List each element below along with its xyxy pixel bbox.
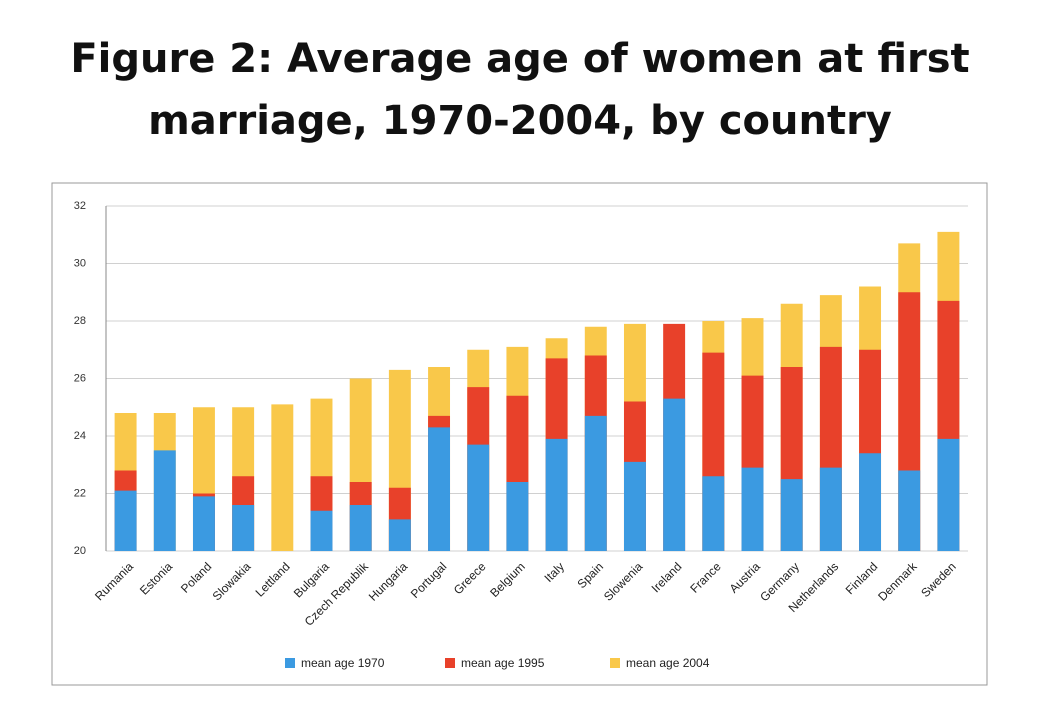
bar xyxy=(388,519,411,551)
x-tick-label: Portugal xyxy=(408,559,450,601)
y-tick-label: 24 xyxy=(74,430,86,442)
legend-label: mean age 1970 xyxy=(301,656,385,670)
x-tick-label: Hungaria xyxy=(366,559,411,604)
bar xyxy=(584,415,607,551)
legend-label: mean age 1995 xyxy=(461,656,545,670)
bar xyxy=(741,467,764,551)
bar xyxy=(623,461,646,551)
x-tick-label: Lettland xyxy=(253,559,293,599)
x-tick-label: Estonia xyxy=(137,559,175,597)
x-tick-label: Sweden xyxy=(918,559,959,600)
bar xyxy=(232,505,255,551)
y-tick-label: 28 xyxy=(74,315,86,327)
x-tick-label: Slowakia xyxy=(210,559,254,603)
y-tick-label: 26 xyxy=(74,372,86,384)
bar xyxy=(310,510,333,551)
bar xyxy=(545,438,568,551)
legend-swatch xyxy=(285,658,295,668)
x-tick-label: Rumania xyxy=(92,559,136,603)
bar xyxy=(780,479,803,551)
x-tick-label: Poland xyxy=(178,559,214,595)
x-tick-label: France xyxy=(687,559,724,596)
bar xyxy=(467,444,490,551)
y-tick-label: 32 xyxy=(74,200,86,212)
x-tick-label: Finland xyxy=(843,559,881,597)
y-tick-label: 20 xyxy=(74,545,86,557)
bar xyxy=(349,505,372,551)
x-tick-label: Belgium xyxy=(487,559,528,600)
bar xyxy=(428,427,451,551)
x-tick-label: Austria xyxy=(727,559,764,596)
bar xyxy=(937,438,960,551)
bar xyxy=(898,470,921,551)
bar xyxy=(114,490,137,551)
x-tick-label: Italy xyxy=(541,559,566,584)
bar xyxy=(702,476,725,551)
legend-swatch xyxy=(610,658,620,668)
x-tick-label: Slowenia xyxy=(601,559,646,604)
bar xyxy=(506,482,529,551)
bar xyxy=(153,450,176,551)
bar xyxy=(859,453,882,551)
y-tick-label: 30 xyxy=(74,257,86,269)
bar xyxy=(819,467,842,551)
legend-label: mean age 2004 xyxy=(626,656,710,670)
x-tick-label: Ireland xyxy=(649,559,685,595)
x-tick-label: Greece xyxy=(451,559,489,597)
legend-swatch xyxy=(445,658,455,668)
bar xyxy=(271,404,294,551)
bar xyxy=(663,398,686,551)
chart-frame xyxy=(51,182,988,686)
y-tick-label: 22 xyxy=(74,487,86,499)
chart-title: Figure 2: Average age of women at first … xyxy=(70,36,970,144)
x-tick-label: Spain xyxy=(575,559,607,591)
bar xyxy=(192,496,215,551)
x-tick-label: Denmark xyxy=(875,559,920,604)
